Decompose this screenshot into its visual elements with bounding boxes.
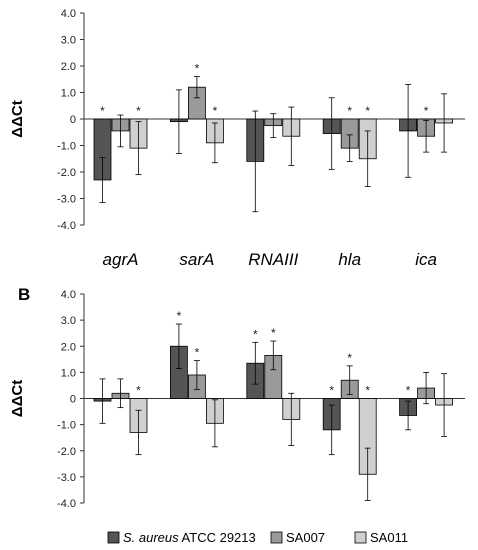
- panel-a: 4.0 3.0 2.0 1.0 0 -1.0 -2.0 -3.0 -4.0 ΔΔCt * * * * * * *…: [9, 8, 465, 269]
- legend-label-atcc-rest: ATCC 29213: [179, 530, 256, 545]
- y-tick-label: 2.0: [61, 61, 76, 73]
- legend-swatch-atcc: [107, 531, 120, 544]
- significance-star: *: [253, 327, 258, 341]
- y-tick-label: -2.0: [57, 167, 76, 179]
- y-axis-label: ΔΔCt: [9, 380, 26, 417]
- y-tick-label: -1.0: [57, 420, 76, 432]
- y-tick-label: 2.0: [61, 341, 76, 353]
- y-tick-label: 1.0: [61, 88, 76, 100]
- significance-star: *: [195, 346, 200, 360]
- significance-star: *: [347, 351, 352, 365]
- legend-label-atcc-italic: S. aureus: [123, 530, 179, 545]
- significance-star: *: [177, 309, 182, 323]
- y-tick-label: 1.0: [61, 367, 76, 379]
- category-label: RNAIII: [248, 250, 298, 269]
- panel-b: 4.0 3.0 2.0 1.0 0 -1.0 -2.0 -3.0 -4.0 ΔΔCt B * * * * * *…: [9, 285, 465, 510]
- y-tick-label: -3.0: [57, 194, 76, 206]
- significance-star: *: [406, 384, 411, 398]
- significance-star: *: [365, 104, 370, 118]
- y-tick-label: 3.0: [61, 315, 76, 327]
- category-label: sarA: [179, 250, 214, 269]
- category-label: ica: [415, 250, 437, 269]
- significance-star: *: [100, 104, 105, 118]
- y-tick-label: 4.0: [61, 8, 76, 20]
- y-axis-label: ΔΔCt: [9, 100, 26, 137]
- panel-letter: B: [18, 285, 30, 304]
- y-tick-label: 0: [70, 114, 76, 126]
- legend-swatch-sa007: [270, 531, 283, 544]
- significance-star: *: [136, 104, 141, 118]
- significance-star: *: [136, 384, 141, 398]
- significance-star: *: [213, 104, 218, 118]
- significance-star: *: [347, 104, 352, 118]
- significance-star: *: [271, 326, 276, 340]
- category-label: agrA: [103, 250, 139, 269]
- legend-label-sa007: SA007: [286, 530, 325, 545]
- y-tick-label: 0: [70, 394, 76, 406]
- y-tick-label: 4.0: [61, 289, 76, 301]
- significance-star: *: [424, 104, 429, 118]
- y-tick-label: -2.0: [57, 446, 76, 458]
- legend-label-atcc: S. aureus ATCC 29213: [123, 530, 256, 545]
- category-label: hla: [338, 250, 361, 269]
- significance-star: *: [329, 384, 334, 398]
- legend-label-sa011: SA011: [370, 530, 408, 545]
- legend-swatch-sa011: [354, 531, 367, 544]
- y-tick-label: -3.0: [57, 472, 76, 484]
- y-tick-label: 3.0: [61, 35, 76, 47]
- significance-star: *: [195, 62, 200, 76]
- legend: S. aureus ATCC 29213 SA007 SA011: [107, 530, 408, 545]
- significance-star: *: [365, 384, 370, 398]
- y-tick-label: -1.0: [57, 141, 76, 153]
- y-tick-label: -4.0: [57, 498, 76, 510]
- y-tick-label: -4.0: [57, 220, 76, 232]
